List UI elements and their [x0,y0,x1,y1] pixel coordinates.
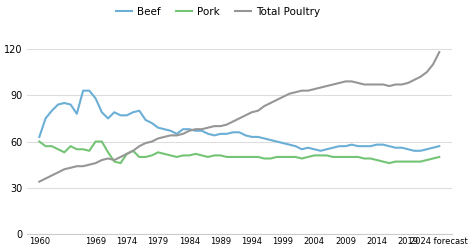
Beef [392,146,398,149]
Beef [424,148,429,151]
Total Poultry [155,137,161,140]
Beef [80,89,86,92]
Beef [162,128,167,131]
Line: Total Poultry: Total Poultry [39,52,439,182]
Total Poultry [243,114,248,117]
Total Poultry [424,71,429,74]
Line: Beef: Beef [39,91,439,151]
Pork [137,156,142,158]
Pork [118,162,123,165]
Beef [249,136,255,138]
Total Poultry [130,149,136,152]
Beef [437,145,442,148]
Total Poultry [36,180,42,183]
Pork [211,154,217,157]
Total Poultry [205,126,211,129]
Line: Pork: Pork [39,142,439,163]
Pork [249,156,255,158]
Pork [162,152,167,156]
Pork [424,158,429,162]
Beef [36,136,42,138]
Pork [437,156,442,158]
Beef [211,134,217,137]
Beef [137,109,142,112]
Pork [36,140,42,143]
Total Poultry [437,50,442,53]
Legend: Beef, Pork, Total Poultry: Beef, Pork, Total Poultry [112,3,324,21]
Total Poultry [380,83,386,86]
Beef [318,149,323,152]
Pork [386,162,392,165]
